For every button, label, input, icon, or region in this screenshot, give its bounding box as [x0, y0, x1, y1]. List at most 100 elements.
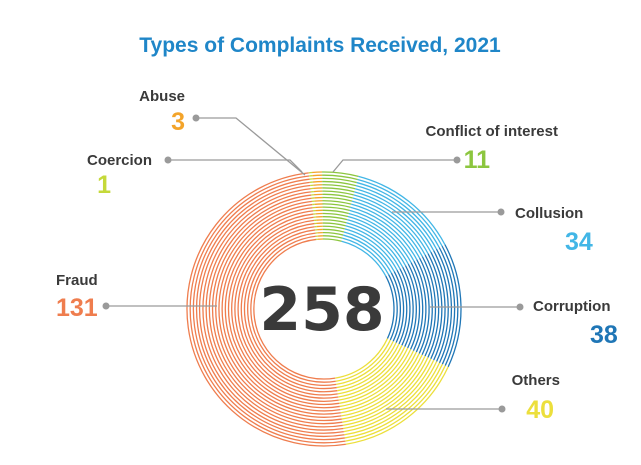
slice-ring-line: [399, 268, 411, 346]
category-label: Conflict of interest: [425, 123, 558, 140]
slice-ring-line: [312, 174, 323, 177]
slice-ring-line: [357, 178, 443, 247]
callout-abuse: Abuse 3: [139, 88, 306, 176]
category-label: Others: [512, 372, 560, 389]
slice-ring-line: [351, 200, 423, 257]
slice-ring-line: [322, 225, 345, 230]
category-value: 1: [97, 171, 111, 199]
slice-ring-line: [441, 245, 459, 366]
category-value: 34: [565, 228, 593, 256]
slice-ring-line: [322, 206, 350, 211]
slice-ring-line: [343, 231, 395, 272]
category-label: Coercion: [87, 152, 152, 169]
slice-ring-line: [338, 347, 409, 401]
slice-ring-line: [221, 207, 341, 412]
slice-ring-line: [322, 228, 345, 233]
slice-ring-line: [322, 209, 349, 215]
category-value: 38: [590, 321, 618, 349]
slice-ring-line: [390, 272, 402, 342]
slice-ring-line: [322, 219, 347, 224]
callout-corruption: Corruption 38: [430, 298, 618, 349]
slice-conflict-of-interest: [322, 171, 359, 242]
slice-ring-line: [202, 188, 344, 431]
slice-ring-line: [424, 254, 440, 358]
slice-ring-line: [345, 365, 446, 442]
slice-ring-line: [322, 196, 353, 202]
slice-ring-line: [335, 339, 391, 382]
slice-ring-line: [247, 232, 337, 386]
slice-ring-line: [358, 175, 446, 245]
slice-ring-line: [208, 194, 343, 425]
slice-ring-line: [218, 203, 341, 415]
callout-leader-line: [196, 117, 306, 176]
slice-ring-line: [322, 171, 359, 178]
callout-coercion: Coercion 1: [87, 152, 303, 199]
slice-ring-line: [343, 234, 393, 274]
callout-dot: [497, 208, 505, 216]
slice-ring-line: [347, 218, 407, 266]
category-value: 11: [464, 146, 491, 174]
slice-ring-line: [215, 200, 342, 418]
slice-ring-line: [416, 259, 430, 354]
slice-ring-line: [312, 171, 323, 174]
slice-ring-line: [438, 247, 456, 365]
slice-ring-line: [192, 178, 345, 441]
slice-ring-line: [347, 215, 409, 265]
slice-coercion: [308, 171, 318, 241]
slice-ring-line: [195, 181, 345, 438]
slice-ring-line: [322, 235, 343, 239]
slice-ring-line: [186, 172, 346, 447]
category-value: 131: [56, 294, 98, 322]
callout-collusion: Collusion 34: [392, 205, 593, 256]
callout-dot: [498, 405, 506, 413]
slice-ring-line: [341, 354, 423, 417]
slice-ring-line: [344, 363, 443, 439]
slice-ring-line: [344, 228, 398, 271]
slice-ring-line: [237, 222, 338, 396]
slice-ring-line: [404, 265, 417, 349]
slice-ring-line: [433, 250, 449, 362]
callout-dot: [192, 114, 200, 122]
slice-ring-line: [338, 346, 406, 398]
category-label: Abuse: [139, 88, 185, 105]
slice-ring-line: [224, 210, 340, 409]
slice-ring-line: [231, 216, 339, 402]
slice-ring-line: [348, 212, 412, 263]
slice-ring-line: [336, 342, 397, 389]
slice-ring-line: [322, 190, 354, 196]
category-label: Collusion: [515, 205, 583, 222]
slice-ring-line: [339, 350, 415, 408]
slice-ring-line: [337, 345, 403, 395]
slice-ring-line: [343, 359, 435, 430]
slice-ring-line: [345, 225, 401, 269]
callout-others: Others 40: [386, 372, 560, 424]
callout-fraud: Fraud 131: [56, 272, 217, 322]
slice-ring-line: [345, 366, 449, 445]
slice-ring-line: [396, 269, 408, 345]
slice-ring-line: [198, 184, 344, 434]
slice-ring-line: [444, 244, 462, 368]
slice-ring-line: [385, 275, 395, 339]
callout-dot: [453, 156, 461, 164]
slice-ring-line: [253, 238, 336, 380]
center-total: 258: [259, 275, 384, 345]
slice-ring-line: [354, 191, 432, 253]
slice-ring-line: [355, 185, 438, 250]
slice-ring-line: [343, 361, 438, 433]
slice-ring-line: [340, 353, 420, 414]
slice-ring-line: [341, 240, 387, 277]
slice-ring-line: [322, 187, 355, 193]
slice-ring-line: [341, 355, 426, 420]
slice-ring-line: [339, 349, 412, 404]
category-value: 40: [526, 396, 554, 424]
slice-ring-line: [342, 358, 432, 426]
slice-ring-line: [430, 251, 446, 361]
slice-ring-line: [227, 213, 340, 406]
slice-ring-line: [243, 229, 337, 390]
slice-ring-line: [388, 274, 398, 341]
slice-ring-line: [351, 203, 421, 259]
category-label: Corruption: [533, 298, 610, 315]
slice-ring-line: [322, 180, 357, 187]
slice-ring-line: [340, 351, 417, 411]
slice-ring-line: [393, 271, 405, 343]
